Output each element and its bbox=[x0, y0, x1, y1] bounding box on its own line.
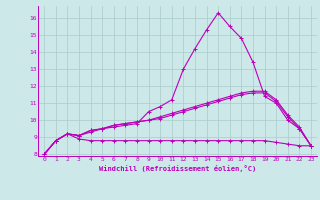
X-axis label: Windchill (Refroidissement éolien,°C): Windchill (Refroidissement éolien,°C) bbox=[99, 165, 256, 172]
